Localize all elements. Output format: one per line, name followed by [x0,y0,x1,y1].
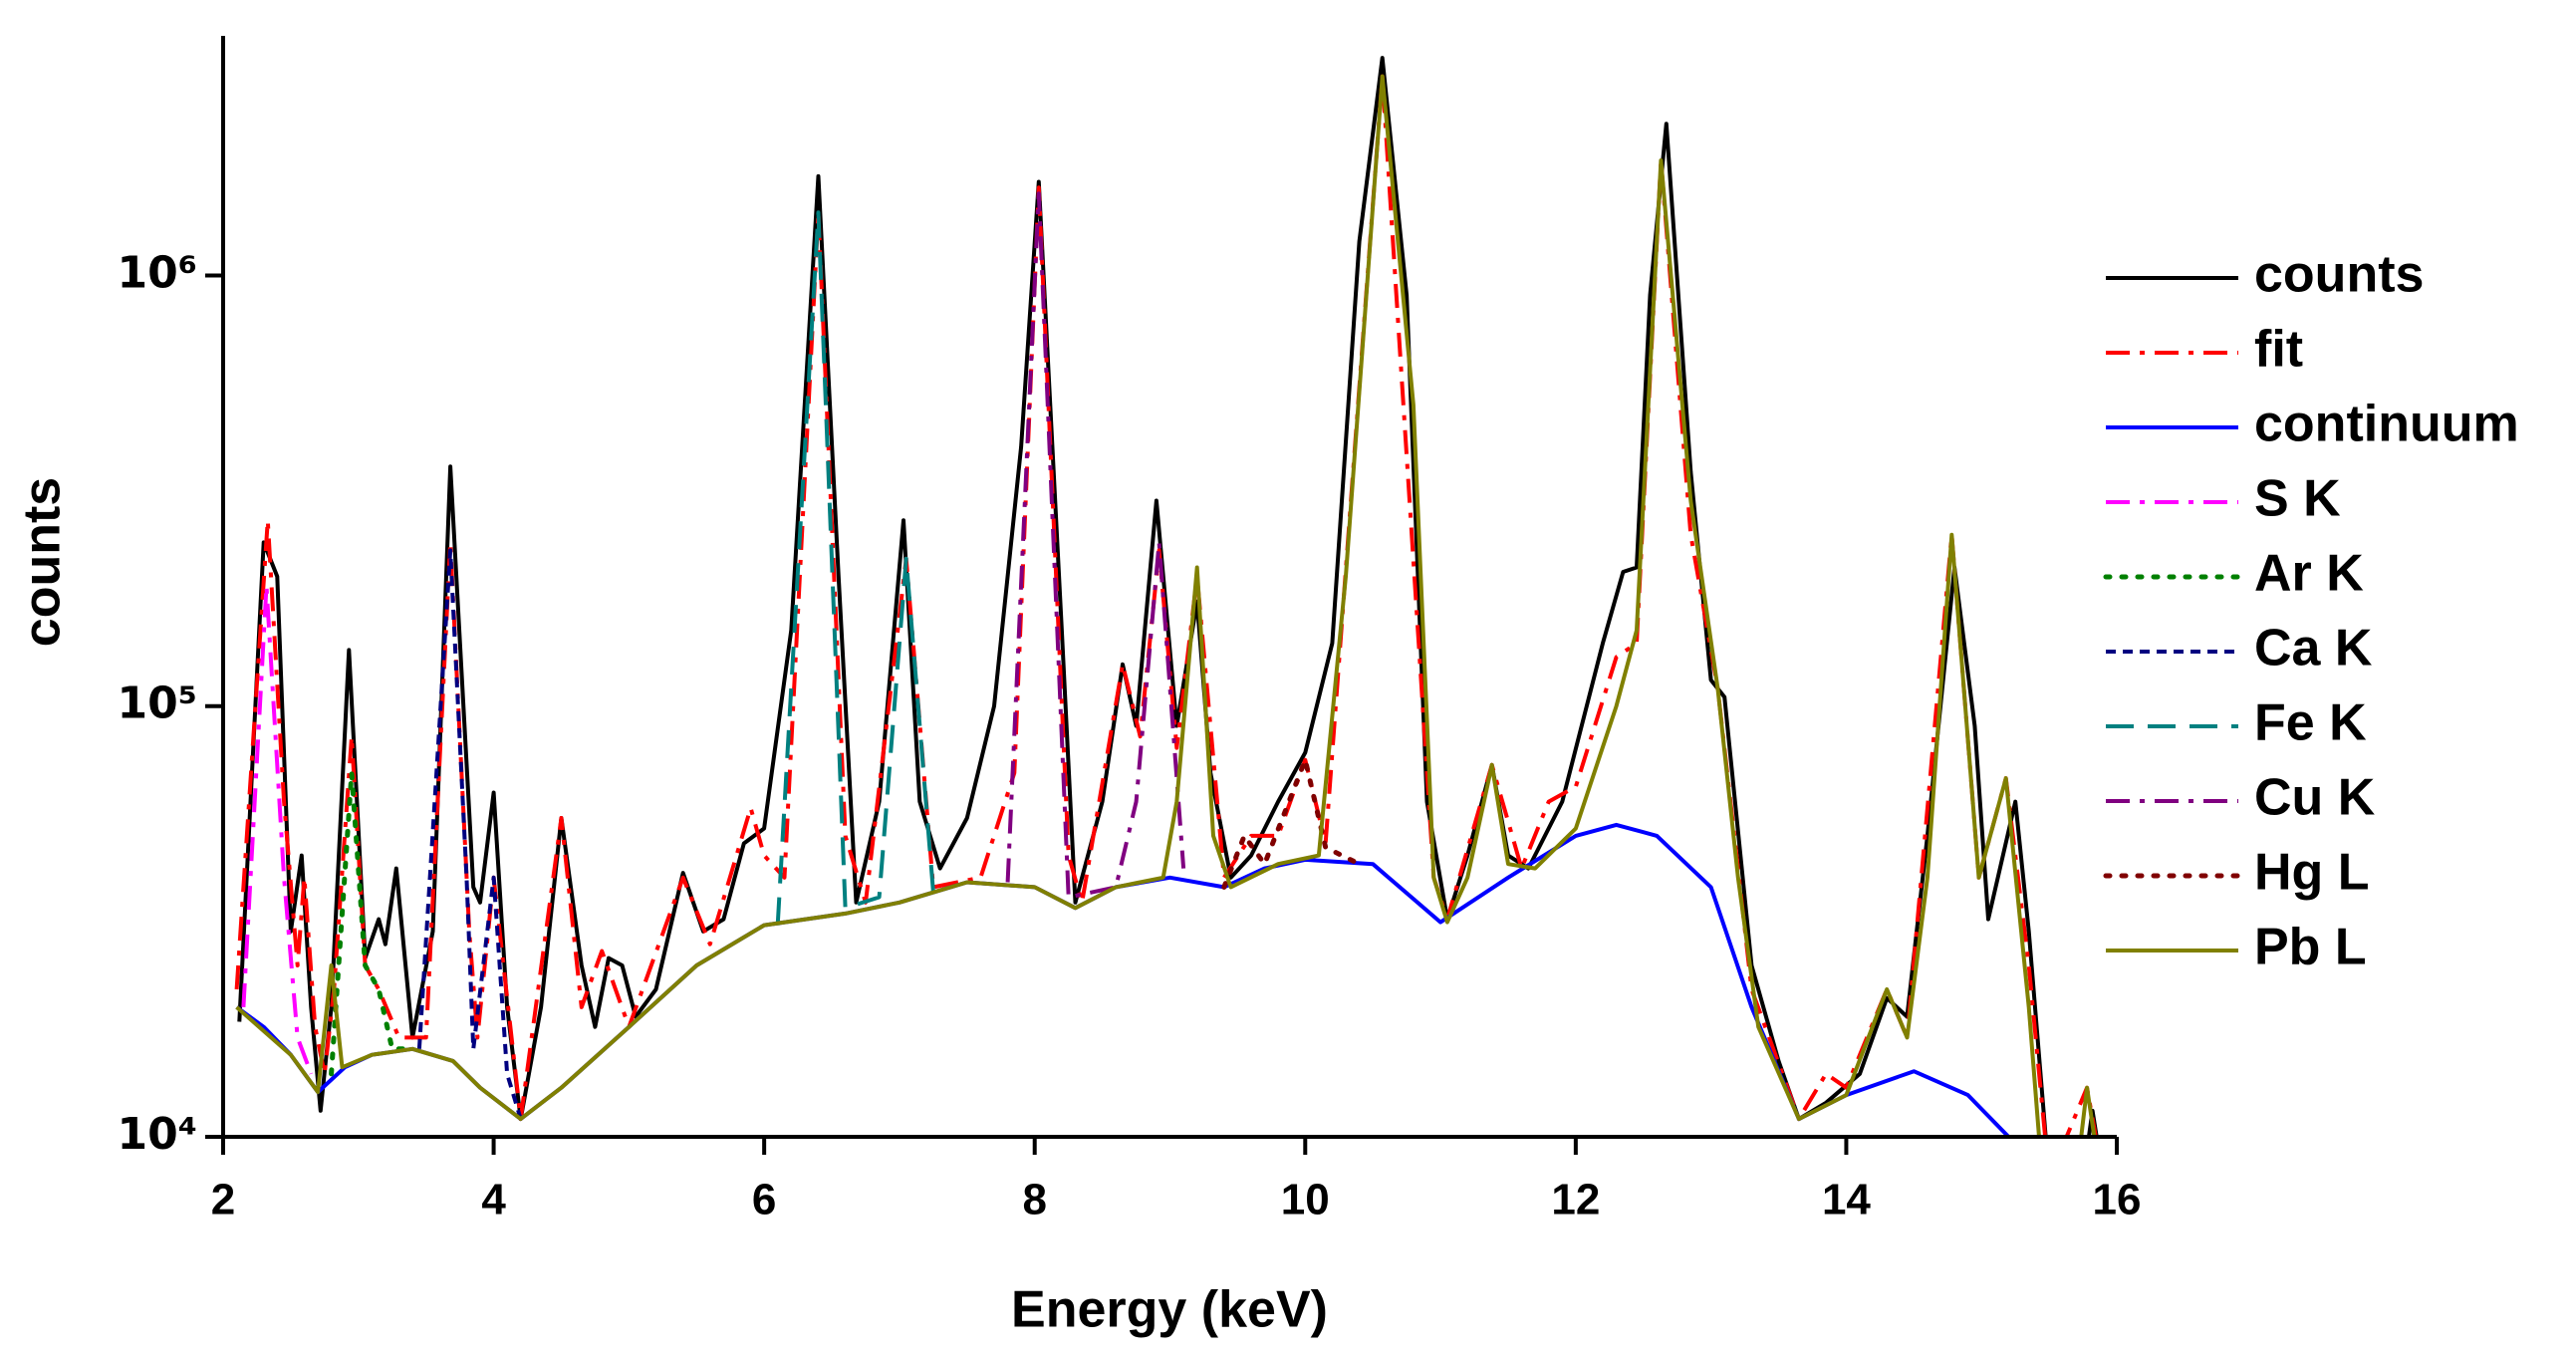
legend-label: fit [2254,321,2303,379]
y-tick-label: 10⁵ [117,679,197,729]
series-line [1005,191,1186,900]
x-tick-label: 4 [481,1176,506,1224]
y-axis-title: counts [14,477,72,647]
y-tick-label: 10⁴ [117,1109,197,1160]
legend-label: counts [2254,246,2424,304]
y-tick-label: 10⁶ [117,247,197,298]
series-line [416,548,523,1120]
x-tick-label: 8 [1022,1176,1046,1224]
x-tick-label: 10 [1281,1176,1330,1224]
series-line [241,584,314,1075]
legend-label: S K [2254,470,2341,528]
legend-label: Pb L [2254,919,2367,976]
legend-label: Ar K [2254,545,2364,603]
series-line [1221,757,1363,890]
series-line [329,770,408,1077]
legend-label: continuum [2254,396,2519,453]
plot-area [234,56,2099,1137]
legend-label: Fe K [2254,694,2367,752]
x-tick-label: 6 [752,1176,776,1224]
legend-label: Hg L [2254,844,2370,902]
x-tick-label: 2 [211,1176,235,1224]
legend-label: Ca K [2254,620,2373,678]
x-tick-label: 14 [1822,1176,1871,1224]
x-tick-label: 16 [2093,1176,2142,1224]
series-line [775,210,935,926]
x-tick-label: 12 [1551,1176,1600,1224]
series-line [237,56,2099,1137]
series-line [235,74,2097,1137]
legend-label: Cu K [2254,769,2376,827]
series-line [234,74,2098,1137]
x-axis-title: Energy (keV) [1011,1281,1328,1339]
